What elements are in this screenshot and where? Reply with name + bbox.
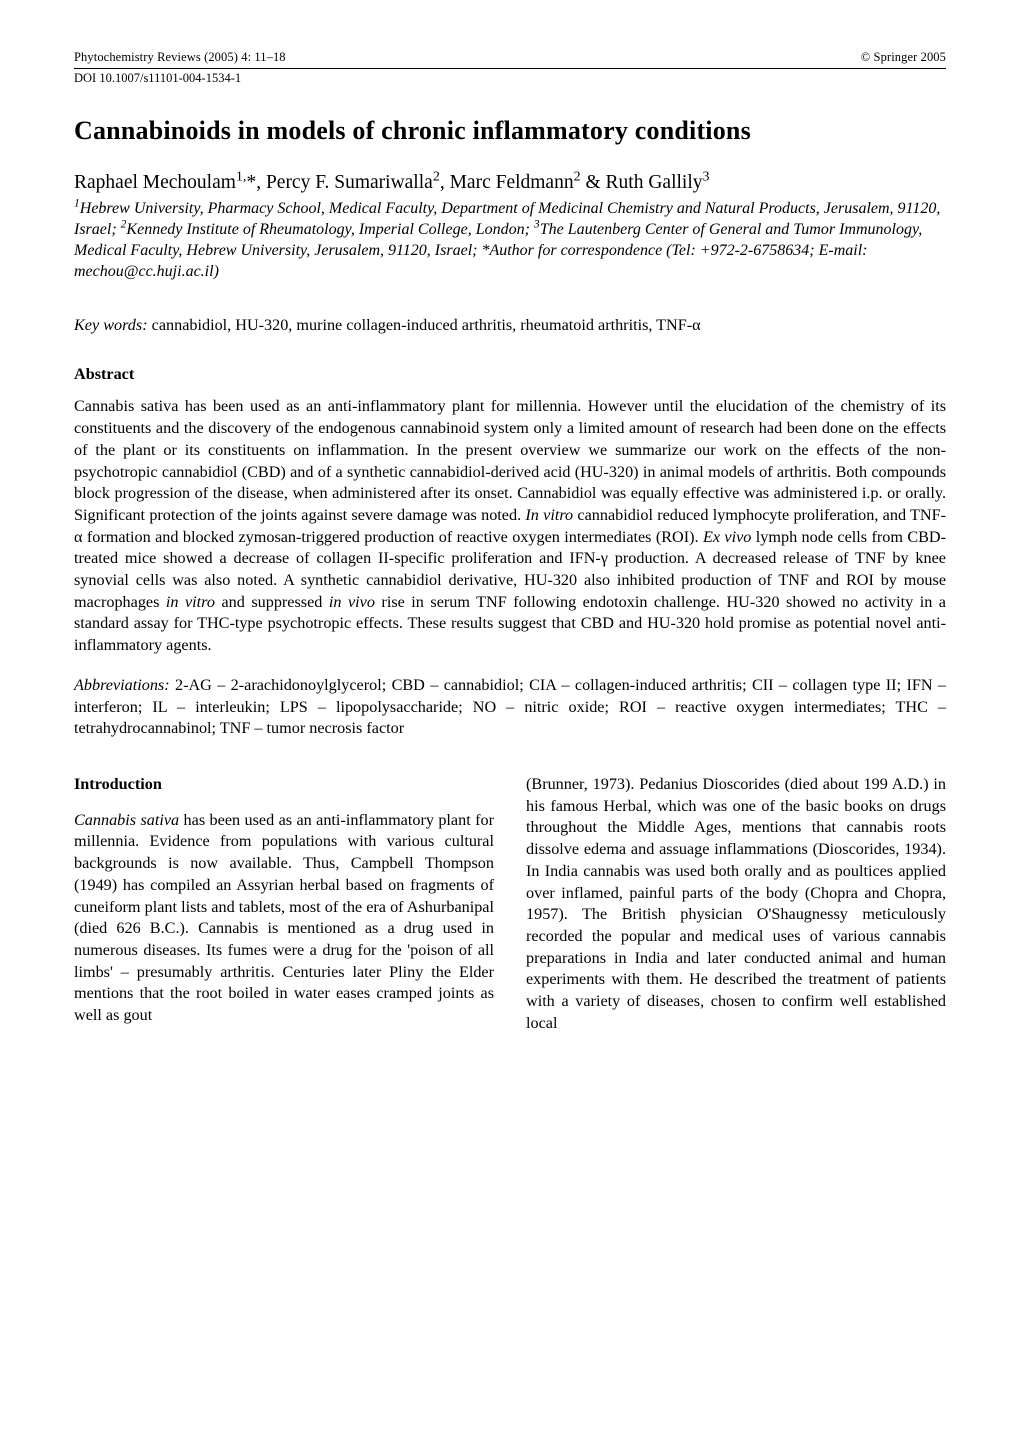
keywords: Key words: cannabidiol, HU-320, murine c… bbox=[74, 316, 946, 335]
abbreviations-label: Abbreviations: bbox=[74, 676, 170, 694]
column-right: (Brunner, 1973). Pedanius Dioscorides (d… bbox=[526, 774, 946, 1034]
keywords-label: Key words: bbox=[74, 316, 148, 334]
article-title: Cannabinoids in models of chronic inflam… bbox=[74, 116, 946, 146]
body-columns: Introduction Cannabis sativa has been us… bbox=[74, 774, 946, 1034]
abbreviations-text: 2-AG – 2-arachidonoylglycerol; CBD – can… bbox=[74, 676, 946, 737]
abbreviations: Abbreviations: 2-AG – 2-arachidonoylglyc… bbox=[74, 675, 946, 740]
keywords-text: cannabidiol, HU-320, murine collagen-ind… bbox=[148, 316, 701, 334]
meta-bar: Phytochemistry Reviews (2005) 4: 11–18 ©… bbox=[74, 50, 946, 69]
introduction-col2: (Brunner, 1973). Pedanius Dioscorides (d… bbox=[526, 774, 946, 1034]
abstract-heading: Abstract bbox=[74, 365, 946, 384]
introduction-heading: Introduction bbox=[74, 774, 494, 796]
affiliations: 1Hebrew University, Pharmacy School, Med… bbox=[74, 198, 946, 282]
journal-ref: Phytochemistry Reviews (2005) 4: 11–18 bbox=[74, 50, 286, 65]
introduction-col1: Cannabis sativa has been used as an anti… bbox=[74, 810, 494, 1027]
page: Phytochemistry Reviews (2005) 4: 11–18 ©… bbox=[0, 0, 1020, 1094]
copyright: © Springer 2005 bbox=[861, 50, 946, 65]
author-line: Raphael Mechoulam1,*, Percy F. Sumariwal… bbox=[74, 172, 946, 194]
abstract-body: Cannabis sativa has been used as an anti… bbox=[74, 396, 946, 656]
column-left: Introduction Cannabis sativa has been us… bbox=[74, 774, 494, 1034]
doi-line: DOI 10.1007/s11101-004-1534-1 bbox=[74, 71, 946, 86]
